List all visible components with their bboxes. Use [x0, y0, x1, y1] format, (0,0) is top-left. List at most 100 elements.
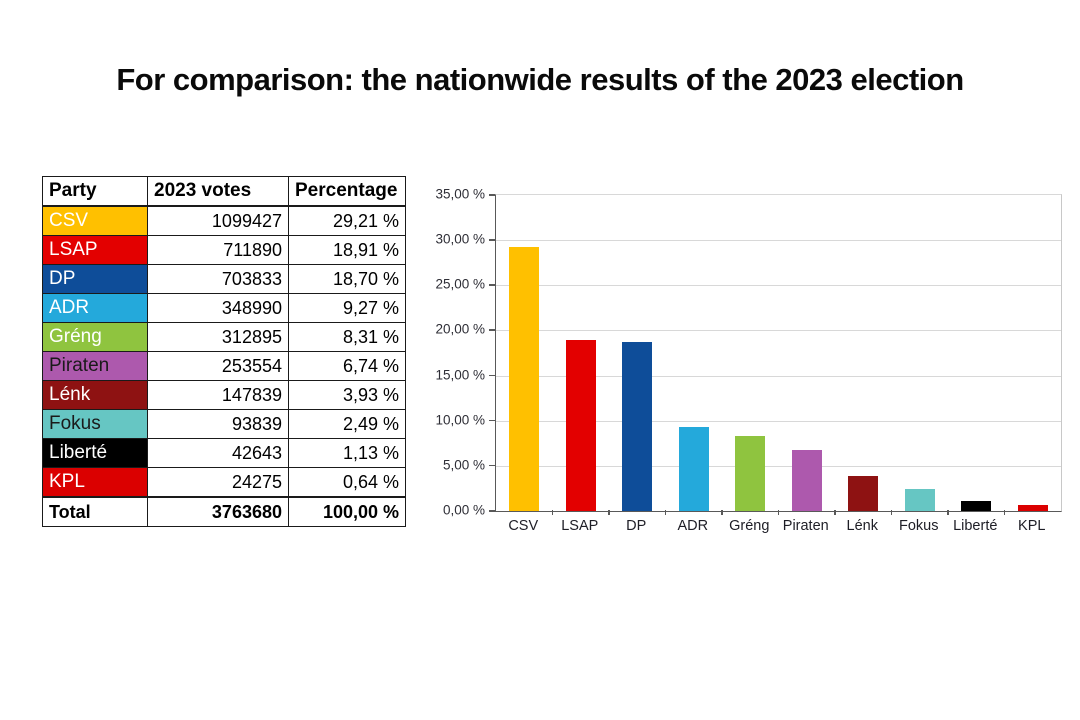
votes-cell: 93839 — [147, 409, 289, 439]
votes-cell: 703833 — [147, 264, 289, 294]
y-axis-label: 25,00 % — [435, 276, 485, 292]
y-gridline — [496, 330, 1061, 332]
y-axis-label: 20,00 % — [435, 321, 485, 337]
percentage-cell: 0,64 % — [288, 467, 406, 498]
x-axis-label: Lénk — [846, 518, 878, 534]
percentage-cell: 18,91 % — [288, 235, 406, 265]
party-name-cell: Lénk — [42, 380, 148, 410]
bar-KPL — [1017, 505, 1048, 511]
table-row: Piraten 253554 6,74 % — [42, 351, 406, 381]
total-votes-cell: 3763680 — [147, 496, 289, 527]
x-axis-tick — [608, 510, 610, 515]
bar-Lénk — [848, 475, 879, 511]
votes-cell: 24275 — [147, 467, 289, 498]
x-axis-tick — [890, 510, 892, 515]
votes-cell: 147839 — [147, 380, 289, 410]
y-axis-tick — [489, 239, 495, 241]
y-axis-label: 0,00 % — [442, 502, 485, 518]
party-name-cell: LSAP — [42, 235, 148, 265]
y-axis-tick — [489, 194, 495, 196]
party-name-cell: DP — [42, 264, 148, 294]
bar-chart: 0,00 % 5,00 % 10,00 % 15,00 % 20,00 % 25,00 %… — [430, 163, 1080, 563]
percentage-cell: 3,93 % — [288, 380, 406, 410]
bar-Liberté — [961, 500, 992, 511]
percentage-cell: 6,74 % — [288, 351, 406, 381]
x-axis-label: Piraten — [782, 518, 829, 534]
percentage-cell: 8,31 % — [288, 322, 406, 352]
table-header-row: Party 2023 votes Percentage — [42, 176, 406, 207]
y-axis-tick — [489, 510, 495, 512]
y-axis-label: 30,00 % — [435, 231, 485, 247]
x-axis-tick — [551, 510, 553, 515]
y-axis-label: 35,00 % — [435, 186, 485, 202]
percentage-cell: 29,21 % — [288, 205, 406, 236]
y-gridline — [496, 240, 1061, 242]
bar-Piraten — [791, 450, 822, 511]
bar-ADR — [678, 427, 709, 511]
bar-LSAP — [565, 340, 596, 511]
percentage-cell: 1,13 % — [288, 438, 406, 468]
percentage-cell: 2,49 % — [288, 409, 406, 439]
y-axis-label: 10,00 % — [435, 412, 485, 428]
party-name-cell: ADR — [42, 293, 148, 323]
table-row: Liberté 42643 1,13 % — [42, 438, 406, 468]
votes-cell: 711890 — [147, 235, 289, 265]
y-gridline — [496, 465, 1061, 467]
header-party: Party — [42, 176, 148, 207]
total-percentage-cell: 100,00 % — [288, 496, 406, 527]
party-name-cell: Gréng — [42, 322, 148, 352]
x-axis-tick — [947, 510, 949, 515]
chart-plot-area — [495, 194, 1062, 512]
party-name-cell: KPL — [42, 467, 148, 498]
party-name-cell: Fokus — [42, 409, 148, 439]
x-axis-label: KPL — [1018, 518, 1046, 534]
y-axis-tick — [489, 464, 495, 467]
table-row: Gréng 312895 8,31 % — [42, 322, 406, 352]
y-axis-label: 5,00 % — [442, 457, 485, 473]
party-name-cell: Piraten — [42, 351, 148, 381]
page-title: For comparison: the nationwide results o… — [116, 62, 964, 97]
table-total-row: Total 3763680 100,00 % — [42, 496, 406, 527]
x-axis-label: Gréng — [729, 518, 770, 534]
x-axis-label: ADR — [677, 518, 709, 534]
party-name-cell: CSV — [42, 205, 148, 236]
x-axis-tick — [777, 510, 779, 515]
y-axis-tick — [489, 284, 495, 286]
table-row: DP 703833 18,70 % — [42, 264, 406, 294]
x-axis-label: DP — [626, 518, 647, 534]
header-percentage: Percentage — [288, 176, 406, 207]
x-axis-label: Fokus — [899, 518, 939, 534]
bar-Fokus — [904, 488, 935, 511]
x-axis-label: LSAP — [561, 518, 599, 534]
results-table: Party 2023 votes Percentage CSV 1099427 29… — [42, 176, 406, 527]
bar-CSV — [509, 247, 540, 511]
table-row: ADR 348990 9,27 % — [42, 293, 406, 323]
x-axis-tick — [1003, 510, 1005, 515]
x-axis-tick — [664, 510, 666, 515]
percentage-cell: 9,27 % — [288, 293, 406, 323]
y-axis-tick — [489, 329, 495, 331]
votes-cell: 312895 — [147, 322, 289, 352]
table-row: Fokus 93839 2,49 % — [42, 409, 406, 439]
total-label-cell: Total — [42, 496, 148, 527]
y-gridline — [496, 285, 1061, 287]
votes-cell: 253554 — [147, 351, 289, 381]
table-row: Lénk 147839 3,93 % — [42, 380, 406, 410]
y-axis-tick — [489, 419, 495, 422]
bar-Gréng — [735, 435, 766, 511]
bar-DP — [622, 342, 653, 511]
party-name-cell: Liberté — [42, 438, 148, 468]
y-axis-tick — [489, 374, 495, 377]
x-axis-tick — [834, 510, 836, 515]
y-axis-label: 15,00 % — [435, 367, 485, 383]
x-axis-label: CSV — [508, 518, 539, 534]
table-row: KPL 24275 0,64 % — [42, 467, 406, 498]
table-row: LSAP 711890 18,91 % — [42, 235, 406, 265]
votes-cell: 1099427 — [147, 205, 289, 236]
table-row: CSV 1099427 29,21 % — [42, 205, 406, 236]
x-axis-label: Liberté — [953, 518, 998, 534]
votes-cell: 42643 — [147, 438, 289, 468]
x-axis-tick — [721, 510, 723, 515]
header-votes: 2023 votes — [147, 176, 289, 207]
y-gridline — [496, 420, 1061, 422]
